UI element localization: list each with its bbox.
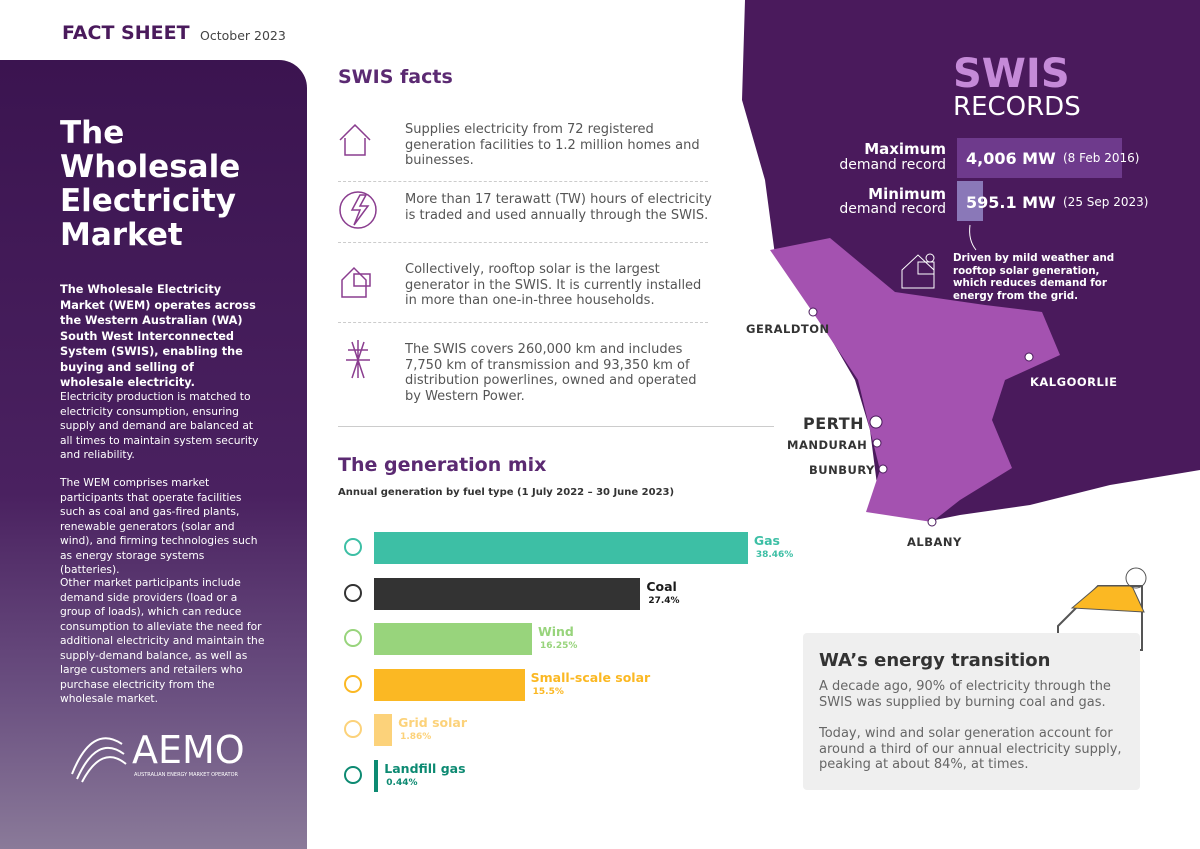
- separator: [338, 426, 774, 427]
- bar-value: 15.5%: [532, 686, 564, 697]
- records-title: SWIS: [953, 51, 1070, 97]
- record-value: 4,006 MW: [966, 149, 1056, 168]
- bar-label: Small-scale solar: [530, 669, 651, 685]
- facts-title: SWIS facts: [338, 66, 453, 88]
- record-note: Driven by mild weather and rooftop solar…: [953, 252, 1115, 302]
- bar-label: Coal: [646, 578, 677, 594]
- record-label: demand record: [839, 201, 946, 217]
- transition-title: WA’s energy transition: [819, 650, 1051, 671]
- record-value: 595.1 MW: [966, 193, 1056, 212]
- bar-label: Grid solar: [398, 715, 467, 730]
- fact-text: The SWIS covers 260,000 km and includes …: [405, 342, 697, 404]
- bar: [374, 759, 379, 792]
- header-date: October 2023: [200, 28, 286, 43]
- record-label: Maximum: [864, 140, 946, 158]
- fact-icons: [339, 123, 377, 379]
- bar-label: Landfill gas: [384, 760, 466, 776]
- bar-label: Wind: [537, 624, 574, 639]
- logo-mark: [71, 737, 127, 783]
- city-dots: [808, 307, 1034, 527]
- records-subtitle: RECORDS: [953, 92, 1081, 122]
- swis-region: [770, 238, 1060, 522]
- logo: AEMO: [132, 728, 245, 772]
- mix-subtitle: Annual generation by fuel type (1 July 2…: [338, 487, 675, 498]
- sidebar-paragraph: The WEM comprises market participants th…: [60, 476, 258, 576]
- bar-value: 38.46%: [755, 550, 794, 560]
- bar-label: Gas: [753, 533, 780, 548]
- bar: [374, 668, 525, 701]
- record-label: Minimum: [868, 185, 946, 203]
- fuel-icon: [344, 583, 362, 602]
- bar: [374, 577, 641, 610]
- house-icon: [901, 253, 935, 289]
- fuel-icon: [344, 629, 362, 647]
- record-bar: [957, 138, 1122, 178]
- bar-value: 1.86%: [400, 732, 432, 742]
- bar: [374, 532, 748, 564]
- bar: [374, 714, 393, 746]
- header-title: FACT SHEET: [62, 22, 190, 44]
- city-label: ALBANY: [907, 535, 962, 549]
- fuel-icon: [344, 765, 362, 784]
- map-region: [742, 0, 1200, 520]
- sidebar-paragraph: Other market participants include demand…: [60, 576, 265, 705]
- city-label: KALGOORLIE: [1030, 375, 1118, 389]
- separator: [338, 242, 708, 243]
- sidebar-title: The Wholesale Electricity Market: [60, 115, 241, 253]
- bar: [374, 623, 532, 655]
- city-label: PERTH: [803, 414, 865, 433]
- transition-paragraph: A decade ago, 90% of electricity through…: [819, 679, 1111, 710]
- fact-text: More than 17 terawatt (TW) hours of elec…: [405, 192, 712, 223]
- record-bar: [957, 181, 983, 221]
- bar-value: 16.25%: [539, 641, 578, 651]
- logo-sub: AUSTRALIAN ENERGY MARKET OPERATOR: [134, 772, 238, 778]
- city-label: GERALDTON: [746, 322, 830, 336]
- city-label: BUNBURY: [809, 463, 875, 477]
- fuel-icon: [344, 674, 362, 693]
- record-date: (8 Feb 2016): [1063, 151, 1140, 165]
- separator: [338, 181, 708, 182]
- bar-value: 27.4%: [648, 595, 680, 606]
- mix-title: The generation mix: [338, 454, 547, 476]
- city-label: MANDURAH: [787, 438, 868, 452]
- sidebar-paragraph: Electricity production is matched to ele…: [60, 390, 259, 461]
- fact-text: Collectively, rooftop solar is the large…: [405, 262, 702, 308]
- fact-text: Supplies electricity from 72 registered …: [405, 122, 700, 168]
- separator: [338, 322, 708, 323]
- fuel-icon: [344, 720, 362, 738]
- fuel-icon: [344, 538, 362, 556]
- bar-value: 0.44%: [386, 777, 418, 788]
- transition-paragraph: Today, wind and solar generation account…: [819, 726, 1122, 772]
- sidebar: The Wholesale Electricity Market The Who…: [0, 60, 307, 849]
- sidebar-intro: The Wholesale Electricity Market (WEM) o…: [60, 283, 256, 389]
- arrow: [969, 224, 977, 251]
- record-label: demand record: [839, 157, 946, 173]
- record-date: (25 Sep 2023): [1063, 195, 1149, 209]
- transition-box: WA’s energy transition A decade ago, 90%…: [803, 633, 1140, 790]
